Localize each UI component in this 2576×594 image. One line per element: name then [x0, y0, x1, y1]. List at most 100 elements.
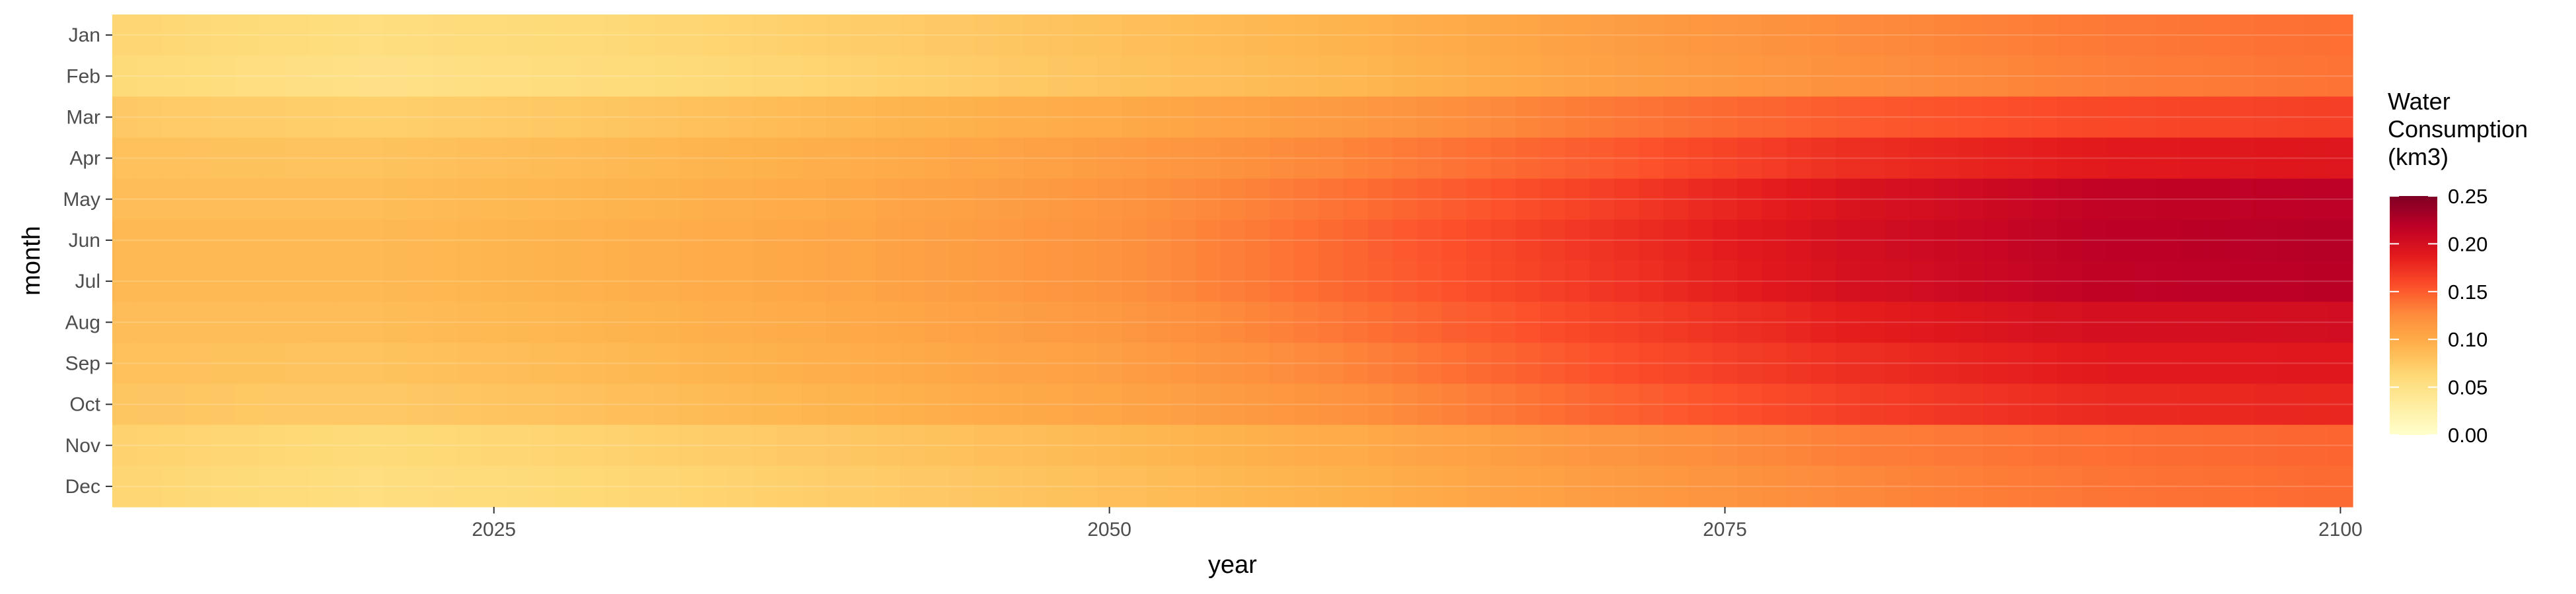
- heatmap-cell: [1170, 383, 1196, 426]
- heatmap-cell: [309, 219, 335, 261]
- heatmap-cell: [1417, 137, 1443, 180]
- heatmap-cell: [1614, 465, 1639, 508]
- heatmap-cell: [678, 15, 704, 56]
- heatmap-cell: [1244, 465, 1270, 508]
- heatmap-cell: [284, 383, 310, 426]
- heatmap-cell: [358, 219, 384, 261]
- heatmap-cell: [383, 343, 408, 385]
- heatmap-cell: [1614, 15, 1639, 56]
- heatmap-cell: [383, 137, 408, 180]
- legend-tick-label: 0.20: [2448, 232, 2487, 255]
- heatmap-cell: [1884, 383, 1910, 426]
- heatmap-cell: [1122, 219, 1147, 261]
- heatmap-cell: [1146, 465, 1172, 508]
- heatmap-cell: [1441, 137, 1467, 180]
- heatmap-cell: [1614, 219, 1639, 261]
- heatmap-cell: [703, 178, 729, 220]
- heatmap-cell: [161, 424, 187, 467]
- heatmap-cell: [875, 302, 901, 343]
- heatmap-cell: [2008, 137, 2034, 180]
- heatmap-cell: [1540, 96, 1565, 139]
- heatmap-cell: [949, 302, 975, 343]
- heatmap-cell: [2057, 343, 2083, 385]
- heatmap-cell: [875, 178, 901, 220]
- heatmap-cell: [826, 96, 851, 139]
- heatmap-cell: [1146, 219, 1172, 261]
- heatmap-cell: [1466, 15, 1491, 56]
- heatmap-cell: [2081, 383, 2107, 426]
- heatmap-cell: [777, 15, 803, 56]
- heatmap-cell: [456, 343, 482, 385]
- heatmap-cell: [1540, 15, 1565, 56]
- heatmap-cell: [2155, 96, 2181, 139]
- heatmap-cell: [112, 261, 137, 302]
- heatmap-cell: [2131, 343, 2157, 385]
- heatmap-cell: [1836, 302, 1861, 343]
- heatmap-cell: [1023, 137, 1049, 180]
- heatmap-cell: [629, 137, 655, 180]
- heatmap-cell: [456, 302, 482, 343]
- heatmap-cell: [2328, 302, 2353, 343]
- heatmap-cell: [1589, 302, 1615, 343]
- heatmap-cell: [161, 383, 187, 426]
- heatmap-cell: [186, 96, 211, 139]
- heatmap-cell: [2057, 137, 2083, 180]
- heatmap-cell: [506, 424, 532, 467]
- heatmap-cell: [2205, 178, 2231, 220]
- heatmap-cell: [2328, 219, 2353, 261]
- heatmap-cell: [727, 178, 753, 220]
- heatmap-cell: [727, 343, 753, 385]
- heatmap-cell: [2032, 383, 2058, 426]
- heatmap-cell: [383, 178, 408, 220]
- heatmap-cell: [998, 302, 1024, 343]
- heatmap-cell: [1786, 383, 1812, 426]
- heatmap-cell: [703, 383, 729, 426]
- heatmap-cell: [2205, 302, 2231, 343]
- heatmap-cell: [2131, 302, 2157, 343]
- heatmap-cell: [1762, 343, 1787, 385]
- heatmap-cell: [580, 261, 606, 302]
- heatmap-cell: [2205, 219, 2231, 261]
- heatmap-cell: [703, 15, 729, 56]
- heatmap-cell: [851, 219, 877, 261]
- heatmap-cell: [2303, 137, 2329, 180]
- heatmap-cell: [1417, 15, 1443, 56]
- heatmap-cell: [1860, 261, 1886, 302]
- heatmap-cell: [1958, 96, 1984, 139]
- heatmap-cell: [1220, 465, 1246, 508]
- legend-tick-label: 0.00: [2448, 424, 2487, 447]
- heatmap-cell: [1663, 465, 1689, 508]
- heatmap-cell: [1441, 219, 1467, 261]
- heatmap-cell: [1860, 343, 1886, 385]
- heatmap-cell: [334, 55, 359, 97]
- legend-title-line: Consumption: [2388, 116, 2528, 143]
- heatmap-cell: [2155, 343, 2181, 385]
- heatmap-cell: [604, 96, 630, 139]
- heatmap-cell: [2328, 55, 2353, 97]
- heatmap-cell: [1762, 137, 1787, 180]
- heatmap-cell: [2008, 383, 2034, 426]
- heatmap-cell: [334, 178, 359, 220]
- heatmap-cell: [1417, 343, 1443, 385]
- heatmap-cell: [2205, 261, 2231, 302]
- heatmap-cell: [2032, 178, 2058, 220]
- heatmap-cell: [2180, 15, 2205, 56]
- heatmap-cell: [629, 343, 655, 385]
- heatmap-cell: [358, 383, 384, 426]
- heatmap-cell: [1318, 178, 1344, 220]
- heatmap-cell: [925, 465, 950, 508]
- heatmap-cell: [900, 15, 925, 56]
- heatmap-cell: [875, 55, 901, 97]
- heatmap-cell: [1663, 178, 1689, 220]
- heatmap-cell: [801, 383, 827, 426]
- heatmap-cell: [161, 261, 187, 302]
- heatmap-cell: [456, 137, 482, 180]
- heatmap-cell: [1614, 383, 1639, 426]
- heatmap-cell: [1958, 383, 1984, 426]
- heatmap-cell: [851, 178, 877, 220]
- heatmap-cell: [1196, 261, 1221, 302]
- x-axis: 2025 2050 2075 2100: [472, 507, 2363, 541]
- heatmap-cell: [1392, 178, 1418, 220]
- heatmap-cell: [383, 96, 408, 139]
